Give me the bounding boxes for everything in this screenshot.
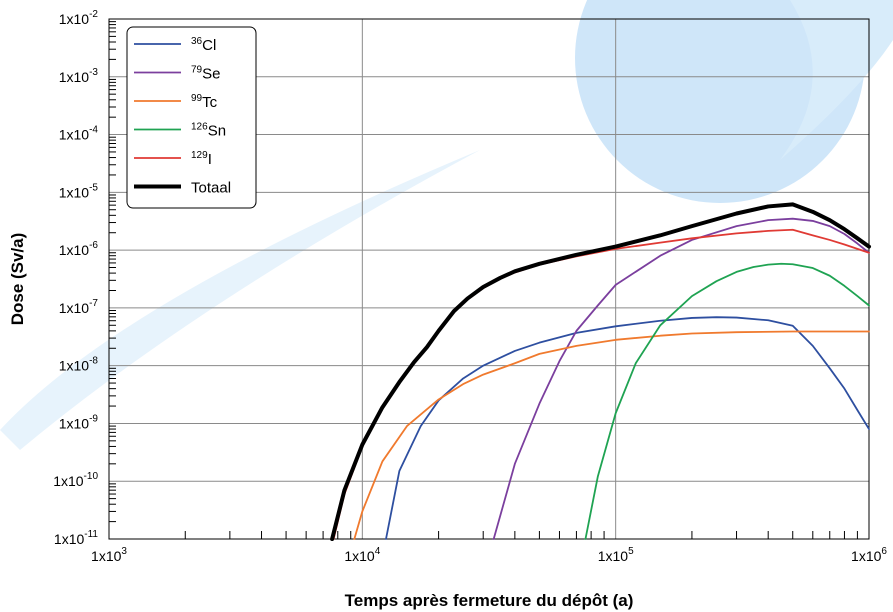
plot-frame xyxy=(108,18,870,540)
series-line-126sn xyxy=(584,262,870,540)
legend-items: 36Cl 79Se 99Tc 126Sn 129I Totaal xyxy=(134,36,231,197)
x-tick-labels: 1x103 1x104 1x105 1x106 xyxy=(91,546,887,564)
y-tick-labels: 1x10-2 1x10-3 1x10-4 1x10-5 1x10-6 1x10-7 1x10… xyxy=(53,9,98,547)
x-tick-label-2: 1x105 xyxy=(598,546,634,564)
legend: 36Cl 79Se 99Tc 126Sn 129I Totaal xyxy=(126,26,257,209)
series-line-99tc xyxy=(353,330,870,540)
x-tick-label-1: 1x104 xyxy=(344,546,380,564)
series-line-totaal xyxy=(330,202,871,541)
watermark-swoosh-right xyxy=(780,0,893,160)
series-line-79se xyxy=(492,217,870,540)
y-tick-label-1: 1x10-3 xyxy=(59,67,99,85)
y-tick-label-3: 1x10-5 xyxy=(59,182,99,200)
legend-label-36cl: 36Cl xyxy=(191,36,216,54)
y-tick-label-5: 1x10-7 xyxy=(59,298,99,316)
x-tick-label-0: 1x103 xyxy=(91,546,127,564)
legend-label-79se: 79Se xyxy=(191,65,220,83)
y-axis-title: Dose (Sv/a) xyxy=(8,233,27,326)
minor-ticks xyxy=(109,21,858,539)
y-tick-label-2: 1x10-4 xyxy=(59,125,99,143)
watermark-background xyxy=(0,0,893,450)
series-line-129i xyxy=(332,228,870,540)
y-tick-label-7: 1x10-9 xyxy=(59,413,99,431)
y-tick-label-8: 1x10-10 xyxy=(53,471,98,489)
x-axis-title: Temps après fermeture du dépôt (a) xyxy=(345,591,634,610)
y-tick-label-6: 1x10-8 xyxy=(59,356,99,374)
watermark-swoosh xyxy=(0,150,480,450)
series-line-36cl xyxy=(385,316,870,540)
series-lines xyxy=(330,202,871,541)
x-tick-label-3: 1x106 xyxy=(851,546,887,564)
watermark-circle xyxy=(575,0,865,203)
y-tick-label-4: 1x10-6 xyxy=(59,240,99,258)
legend-label-totaal: Totaal xyxy=(191,180,231,197)
legend-label-126sn: 126Sn xyxy=(191,122,226,140)
y-tick-label-9: 1x10-11 xyxy=(54,529,99,547)
legend-label-129i: 129I xyxy=(191,150,212,168)
y-tick-label-0: 1x10-2 xyxy=(59,9,99,27)
legend-label-99tc: 99Tc xyxy=(191,93,218,111)
